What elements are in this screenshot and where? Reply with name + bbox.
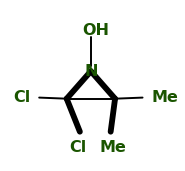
Text: OH: OH (82, 23, 109, 38)
Text: Cl: Cl (69, 141, 86, 155)
Text: Me: Me (99, 141, 126, 155)
Text: N: N (84, 64, 98, 79)
Text: Cl: Cl (13, 90, 30, 105)
Text: Me: Me (151, 90, 178, 105)
